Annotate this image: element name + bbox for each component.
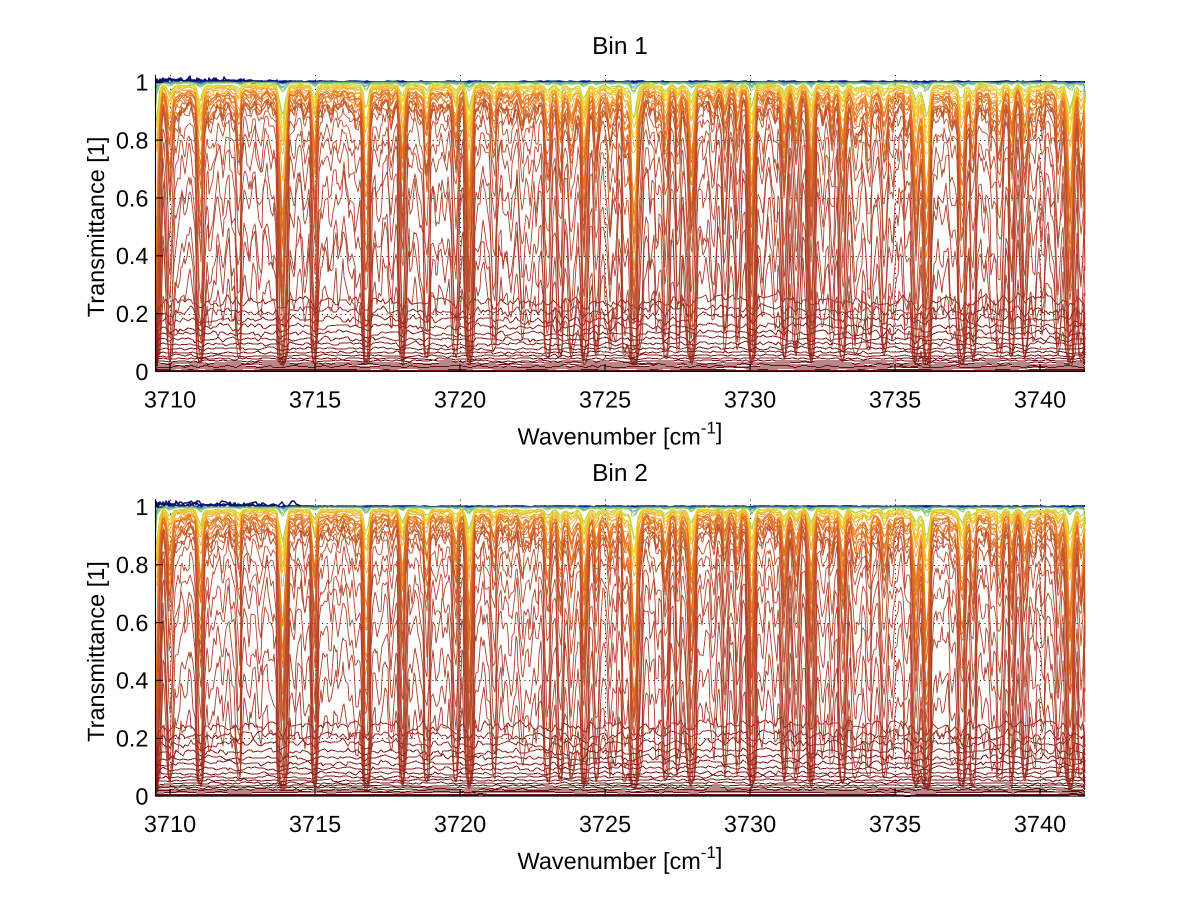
svg-text:3720: 3720	[434, 811, 486, 837]
svg-text:Bin 2: Bin 2	[592, 460, 648, 487]
svg-text:Wavenumber [cm-1]: Wavenumber [cm-1]	[518, 843, 723, 874]
svg-text:3725: 3725	[579, 387, 631, 413]
svg-text:0.2: 0.2	[116, 726, 149, 752]
svg-text:3715: 3715	[289, 387, 341, 413]
svg-text:1: 1	[135, 70, 148, 96]
svg-text:3720: 3720	[434, 387, 486, 413]
svg-text:3710: 3710	[144, 811, 196, 837]
svg-text:1: 1	[135, 494, 148, 520]
svg-text:Transmittance [1]: Transmittance [1]	[83, 561, 109, 742]
svg-text:3735: 3735	[869, 811, 921, 837]
svg-text:3740: 3740	[1014, 387, 1066, 413]
svg-text:3735: 3735	[869, 387, 921, 413]
svg-text:3715: 3715	[289, 811, 341, 837]
svg-text:3730: 3730	[724, 811, 776, 837]
svg-text:0.6: 0.6	[116, 610, 149, 636]
svg-text:Transmittance [1]: Transmittance [1]	[83, 137, 109, 318]
svg-text:0.8: 0.8	[116, 127, 149, 153]
svg-text:3730: 3730	[724, 387, 776, 413]
svg-text:Wavenumber [cm-1]: Wavenumber [cm-1]	[518, 418, 723, 449]
svg-text:0.4: 0.4	[116, 668, 149, 694]
svg-text:0: 0	[135, 359, 148, 385]
svg-text:0: 0	[135, 783, 148, 809]
svg-text:0.6: 0.6	[116, 185, 149, 211]
svg-text:3710: 3710	[144, 387, 196, 413]
svg-text:0.2: 0.2	[116, 301, 149, 327]
svg-text:0.4: 0.4	[116, 243, 149, 269]
svg-text:3740: 3740	[1014, 811, 1066, 837]
svg-text:0.8: 0.8	[116, 552, 149, 578]
svg-text:Bin 1: Bin 1	[592, 33, 648, 60]
svg-text:3725: 3725	[579, 811, 631, 837]
